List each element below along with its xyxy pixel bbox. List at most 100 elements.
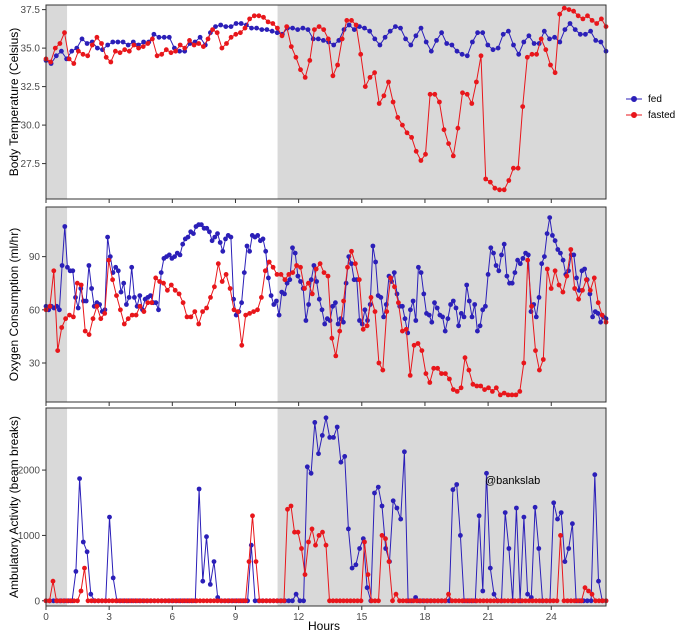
ambulatory-activity-point-fed: [390, 498, 396, 504]
body-temperature-point-fasted: [182, 45, 188, 51]
ambulatory-activity-point-fed: [551, 500, 557, 506]
body-temperature-point-fasted: [386, 79, 391, 85]
oxygen-consumption-point-fasted: [360, 326, 366, 332]
ambulatory-activity-point-fasted: [187, 598, 192, 604]
body-temperature-point-fasted: [339, 36, 345, 42]
oxygen-consumption-point-fed: [239, 300, 245, 306]
ambulatory-activity-point-fasted: [232, 598, 238, 604]
body-temperature-point-fasted: [441, 127, 447, 133]
oxygen-consumption-point-fed: [378, 295, 384, 300]
x-tick-label: 3: [106, 612, 112, 623]
ambulatory-activity-point-fasted: [456, 598, 462, 604]
oxygen-consumption-point-fed: [469, 314, 475, 320]
ambulatory-activity-point-fasted: [337, 598, 343, 604]
ambulatory-activity-point-fasted: [288, 503, 294, 509]
oxygen-consumption-point-fed: [137, 293, 143, 298]
ambulatory-activity-point-fasted: [61, 598, 66, 604]
body-temperature-point-fasted: [270, 21, 276, 26]
ambulatory-activity-point-fasted: [421, 598, 427, 604]
ambulatory-activity-point-fasted: [579, 598, 584, 604]
oxygen-consumption-point-fed: [115, 268, 121, 274]
ambulatory-activity-point-fed: [364, 585, 370, 591]
ambulatory-activity-point-fasted: [320, 529, 325, 535]
oxygen-consumption-point-fed: [536, 295, 542, 300]
oxygen-consumption-point-fasted: [259, 295, 264, 300]
x-tick-label: 21: [483, 612, 495, 623]
body-temperature-point-fed: [346, 22, 352, 28]
ambulatory-activity-point-fasted: [85, 598, 91, 604]
ambulatory-activity-point-fed: [319, 433, 325, 438]
oxygen-consumption-point-fed: [542, 254, 547, 259]
legend-marker-fasted: [631, 112, 637, 118]
body-temperature-point-fed: [197, 34, 203, 40]
body-temperature-point-fed: [259, 27, 265, 32]
ambulatory-activity-point-fasted: [239, 598, 245, 604]
body-temperature-y-tick-label: 37.5: [21, 5, 41, 16]
oxygen-consumption-point-fasted: [223, 272, 229, 277]
body-temperature-point-fasted: [335, 62, 340, 68]
oxygen-consumption-point-fasted: [423, 371, 429, 376]
oxygen-consumption-point-fed: [362, 307, 368, 313]
body-temperature-point-fed: [490, 47, 496, 53]
body-temperature-point-fed: [305, 27, 311, 32]
oxygen-consumption-point-fed: [228, 234, 234, 240]
body-temperature-point-fasted: [423, 151, 428, 157]
ambulatory-activity-panel-border: [45, 407, 607, 607]
ambulatory-activity-point-fasted: [141, 598, 147, 604]
body-temperature-point-fasted: [557, 11, 563, 17]
ambulatory-activity-point-fasted: [404, 598, 409, 604]
oxygen-consumption-point-fasted: [587, 287, 593, 293]
ambulatory-activity-point-fed: [480, 588, 486, 594]
ambulatory-activity-point-fasted: [498, 598, 504, 604]
body-temperature-point-fasted: [52, 45, 58, 51]
oxygen-consumption-point-fasted: [145, 300, 151, 306]
oxygen-consumption-point-fasted: [396, 300, 401, 306]
ambulatory-activity-point-fasted: [278, 598, 283, 604]
ambulatory-activity-point-fasted: [558, 533, 563, 538]
body-temperature-point-fasted: [362, 84, 368, 89]
oxygen-consumption-point-fed: [113, 264, 119, 270]
ambulatory-activity-point-fasted: [257, 598, 262, 604]
body-temperature-point-fed: [526, 33, 532, 39]
watermark-annotation: @bankslab: [485, 475, 540, 487]
body-temperature-point-fasted: [418, 158, 424, 163]
body-temperature-point-fasted: [284, 24, 290, 29]
ambulatory-activity-point-fasted: [285, 506, 290, 512]
body-temperature-point-fed: [500, 31, 506, 37]
oxygen-consumption-point-fed: [319, 307, 325, 313]
body-temperature-point-fed: [315, 36, 321, 42]
ambulatory-activity-point-fasted: [477, 598, 483, 604]
oxygen-consumption-point-fasted: [71, 314, 76, 320]
oxygen-consumption-point-fed: [311, 263, 317, 268]
ambulatory-activity-point-fed: [454, 482, 460, 487]
oxygen-consumption-point-fed: [547, 215, 553, 221]
ambulatory-activity-point-fasted: [208, 598, 213, 604]
ambulatory-activity-point-fasted: [57, 598, 63, 604]
ambulatory-activity-point-fed: [532, 504, 538, 510]
ambulatory-activity-point-fasted: [75, 598, 80, 604]
ambulatory-activity-point-fasted: [491, 598, 497, 604]
ambulatory-activity-point-fasted: [330, 598, 336, 604]
oxygen-consumption-point-fed: [512, 270, 518, 275]
oxygen-consumption-point-fed: [598, 319, 603, 325]
oxygen-consumption-y-axis-label: Oxygen Consumption (ml/hr): [7, 228, 21, 381]
body-temperature-point-fed: [228, 24, 234, 29]
body-temperature-point-fasted: [140, 44, 146, 49]
body-temperature-point-fasted: [395, 115, 401, 120]
ambulatory-activity-point-fasted: [204, 598, 210, 604]
body-temperature-point-fasted: [372, 70, 377, 76]
body-temperature-point-fasted: [492, 185, 498, 191]
ambulatory-activity-point-fasted: [99, 598, 105, 604]
oxygen-consumption-point-fasted: [548, 286, 554, 291]
ambulatory-activity-point-fasted: [453, 598, 458, 604]
ambulatory-activity-point-fed: [450, 487, 456, 493]
ambulatory-activity-point-fasted: [78, 588, 84, 594]
legend-label-fed: fed: [648, 94, 662, 105]
oxygen-consumption-point-fasted: [474, 383, 480, 389]
body-temperature-point-fasted: [103, 54, 109, 60]
oxygen-consumption-point-fed: [180, 241, 186, 247]
oxygen-consumption-point-fed: [298, 279, 303, 284]
oxygen-consumption-point-fed: [260, 236, 266, 242]
oxygen-consumption-point-fasted: [568, 247, 574, 252]
x-tick-label: 6: [170, 612, 176, 623]
